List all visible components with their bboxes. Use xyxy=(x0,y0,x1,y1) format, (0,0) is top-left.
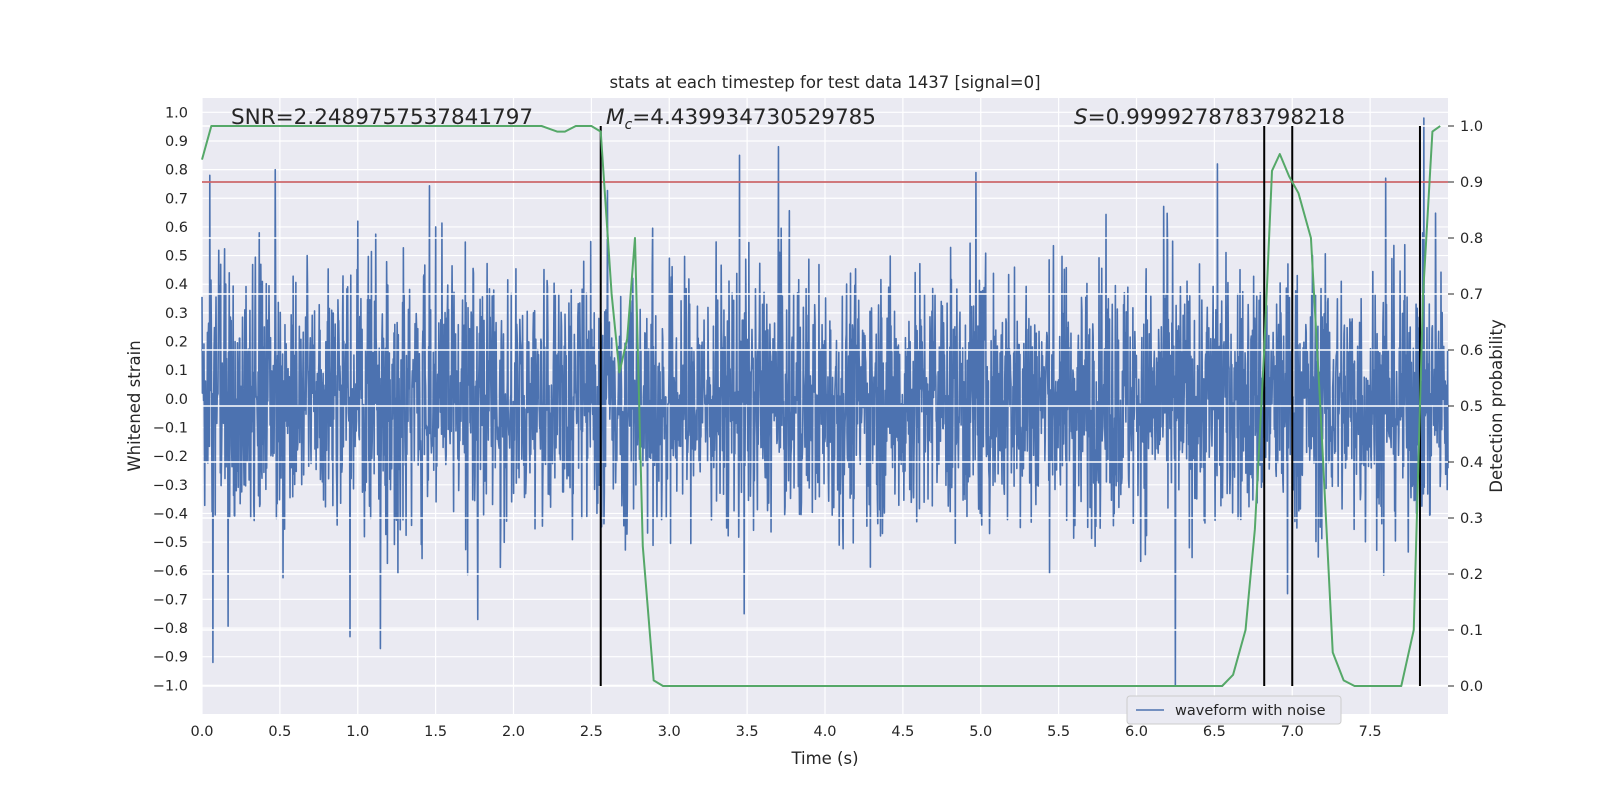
y-tick-label: 1.0 xyxy=(165,105,188,121)
x-tick-label: 5.0 xyxy=(969,724,992,740)
x-tick-label: 6.5 xyxy=(1203,724,1226,740)
y-tick-label: −0.1 xyxy=(153,420,188,436)
y-tick-label: −0.8 xyxy=(153,621,188,637)
legend-box xyxy=(1126,695,1342,725)
probability-series xyxy=(201,125,1441,687)
y-tick-label: 0.6 xyxy=(165,220,188,236)
x-tick-label: 2.5 xyxy=(580,724,603,740)
x-tick-label: 1.0 xyxy=(346,724,369,740)
x-tick-label: 4.5 xyxy=(891,724,914,740)
y2-tick-label: 0.3 xyxy=(1460,511,1483,527)
y2-tick-label: 0.0 xyxy=(1460,679,1483,695)
y-tick-label: −0.2 xyxy=(153,449,188,465)
y-tick-label: −0.3 xyxy=(153,478,188,494)
y-tick-label: −0.5 xyxy=(153,535,188,551)
x-tick-label: 2.0 xyxy=(502,724,525,740)
x-tick-label: 5.5 xyxy=(1047,724,1070,740)
y-tick-label: −0.6 xyxy=(153,564,188,580)
legend-label: waveform with noise xyxy=(1175,703,1326,719)
y2-tick-label: 0.4 xyxy=(1460,455,1483,471)
waveform-series xyxy=(201,117,1449,687)
x-tick-label: 7.5 xyxy=(1359,724,1382,740)
y2-tick-label: 0.7 xyxy=(1460,287,1483,303)
y-tick-label: −1.0 xyxy=(153,678,188,694)
x-tick-label: 3.5 xyxy=(736,724,759,740)
x-tick-label: 0.0 xyxy=(190,724,213,740)
y-tick-label: −0.4 xyxy=(153,506,188,522)
y-axis-label: Whitened strain xyxy=(125,340,144,471)
y-axis-ticks: 1.0 0.9 0.8 0.7 0.6 0.5 0.4 0.3 0.2 0.1 0.0 −0.1 −0.… xyxy=(153,105,188,694)
x-tick-label: 7.0 xyxy=(1281,724,1304,740)
snr-annotation: SNR=2.2489757537841797 xyxy=(231,105,533,130)
waveform-line xyxy=(201,117,1449,687)
y-tick-label: 0.8 xyxy=(165,163,188,179)
y-tick-label: 0.2 xyxy=(165,335,188,351)
y2-tick-label: 0.5 xyxy=(1460,399,1483,415)
y2-tick-label: 0.8 xyxy=(1460,231,1483,247)
y-tick-label: 0.5 xyxy=(165,249,188,265)
y2-tick-label: 0.1 xyxy=(1460,623,1483,639)
x-tick-label: 6.0 xyxy=(1125,724,1148,740)
x-axis-ticks: 0.0 0.5 1.0 1.5 2.0 2.5 3.0 3.5 4.0 4.5 5.0 5.5 6.0 6… xyxy=(190,724,1381,740)
y-tick-label: 0.3 xyxy=(165,306,188,322)
y2-tick-label: 0.2 xyxy=(1460,567,1483,583)
y2-axis-label: Detection probability xyxy=(1487,319,1506,493)
y2-tick-label: 1.0 xyxy=(1460,119,1483,135)
y-tick-label: −0.9 xyxy=(153,650,188,666)
legend: waveform with noise xyxy=(1126,695,1342,725)
x-tick-label: 1.5 xyxy=(424,724,447,740)
probability-line xyxy=(201,125,1441,687)
y-tick-label: 0.0 xyxy=(165,392,188,408)
y-tick-label: 0.1 xyxy=(165,363,188,379)
x-tick-label: 0.5 xyxy=(268,724,291,740)
chart-title: stats at each timestep for test data 143… xyxy=(609,73,1040,92)
y-tick-label: 0.7 xyxy=(165,191,188,207)
y-tick-label: 0.4 xyxy=(165,277,188,293)
s-statistic-annotation: S=0.9999278783798218 xyxy=(1074,105,1345,130)
y-tick-label: −0.7 xyxy=(153,592,188,608)
y2-tick-label: 0.9 xyxy=(1460,175,1483,191)
x-tick-label: 4.0 xyxy=(813,724,836,740)
chirp-mass-annotation: Mc=4.439934730529785 xyxy=(606,105,876,133)
x-tick-label: 3.0 xyxy=(658,724,681,740)
y-tick-label: 0.9 xyxy=(165,134,188,150)
y2-axis-ticks: 1.0 0.9 0.8 0.7 0.6 0.5 0.4 0.3 0.2 0.1 0.0 xyxy=(1448,119,1483,695)
y2-tick-label: 0.6 xyxy=(1460,343,1483,359)
x-axis-label: Time (s) xyxy=(790,749,858,768)
